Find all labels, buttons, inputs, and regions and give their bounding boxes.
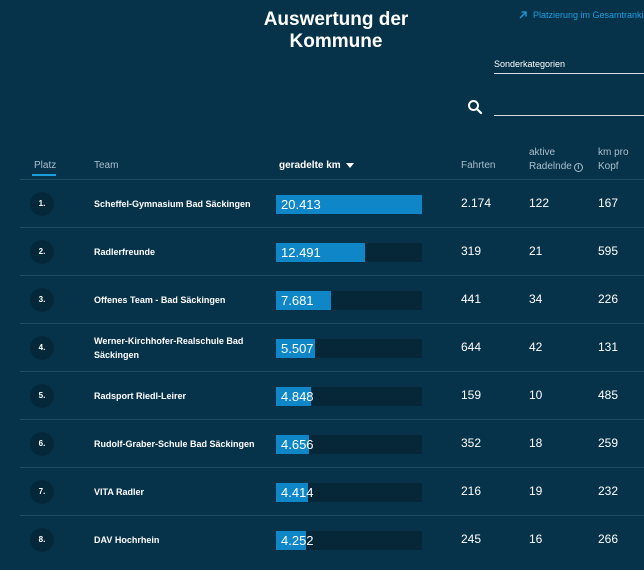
table-row[interactable]: 8. DAV Hochrhein 4.252 245 16 266 [20,515,644,563]
table-row[interactable]: 6. Rudolf-Graber-Schule Bad Säckingen 4.65… [20,419,644,467]
km-bar-fill [276,291,331,310]
column-header-kopf-line2: Kopf [598,161,619,172]
km-bar-fill [276,435,310,454]
rank-badge: 4. [30,336,54,360]
kopf-value: 131 [598,340,619,354]
overall-ranking-link-label: Platzierung im Gesamtranking [533,10,644,20]
km-value: 4.414 [281,485,314,500]
page-title: Auswertung der Kommune [263,9,409,52]
search-icon [468,100,483,115]
aktive-value: 19 [529,484,543,498]
fahrten-value: 245 [461,532,482,546]
km-bar-track: 4.848 [276,387,422,406]
column-header-km-label: geradelte km [279,160,341,171]
km-value: 4.656 [281,437,314,452]
km-bar-fill [276,531,307,550]
column-header-aktive[interactable]: aktive Radelnde i [529,146,583,174]
rank-badge: 7. [30,480,54,504]
km-value: 5.507 [281,341,314,356]
rank-badge: 3. [30,288,54,312]
km-value: 20.413 [281,197,321,212]
fahrten-value: 644 [461,340,482,354]
team-name[interactable]: Offenes Team - Bad Säckingen [94,295,226,305]
sort-down-icon [345,163,354,168]
km-value: 7.681 [281,293,314,308]
table-row[interactable]: 3. Offenes Team - Bad Säckingen 7.681 441 34… [20,275,644,323]
aktive-value: 21 [529,244,543,258]
km-bar-fill [276,195,422,214]
fahrten-value: 441 [461,292,482,306]
fahrten-value: 319 [461,244,482,258]
column-header-team[interactable]: Team [94,160,119,171]
category-select-value: Sonderkategorien [494,59,566,69]
active-sort-indicator [32,174,56,176]
fahrten-value: 216 [461,484,482,498]
kopf-value: 167 [598,196,619,210]
km-bar-fill [276,483,308,502]
kopf-value: 232 [598,484,619,498]
arrow-up-right-icon [519,11,527,19]
team-name[interactable]: VITA Radler [94,487,145,497]
kopf-value: 226 [598,292,619,306]
table-row[interactable]: 1. Scheffel-Gymnasium Bad Säckingen 20.413… [20,179,644,227]
kopf-value: 485 [598,388,619,402]
km-bar-fill [276,243,366,262]
kopf-value: 266 [598,532,619,546]
rank-badge: 5. [30,384,54,408]
table-row[interactable]: 5. Radsport Riedl-Leirer 4.848 159 10 485 [20,371,644,419]
aktive-value: 34 [529,292,543,306]
km-bar-fill [276,339,316,358]
km-bar-track: 5.507 [276,339,422,358]
km-bar-track: 7.681 [276,291,422,310]
aktive-value: 16 [529,532,543,546]
column-header-aktive-line1: aktive [529,147,556,158]
overall-ranking-link[interactable]: Platzierung im Gesamtranking [518,10,644,20]
column-header-km[interactable]: geradelte km [279,160,354,171]
table-row[interactable]: 2. Radlerfreunde 12.491 319 21 595 [20,227,644,275]
km-bar-fill [276,387,311,406]
column-header-fahrten[interactable]: Fahrten [461,160,496,171]
table-header: Platz Team geradelte km Fahrten aktive R… [0,140,644,176]
team-name[interactable]: Radsport Riedl-Leirer [94,391,187,401]
table-row[interactable]: 7. VITA Radler 4.414 216 19 232 [20,467,644,515]
info-icon[interactable]: i [573,163,583,172]
aktive-value: 10 [529,388,543,402]
km-bar-track: 4.252 [276,531,422,550]
team-name[interactable]: Rudolf-Graber-Schule Bad Säckingen [94,439,255,449]
km-bar-track: 4.414 [276,483,422,502]
kopf-value: 595 [598,244,619,258]
category-select[interactable]: Sonderkategorien [494,57,644,74]
rank-badge: 8. [30,528,54,552]
aktive-value: 122 [529,196,550,210]
team-name[interactable]: Werner-Kirchhofer-Realschule Bad Säcking… [94,336,244,360]
kopf-value: 259 [598,436,619,450]
rank-badge: 1. [30,192,54,216]
team-name[interactable]: Radlerfreunde [94,247,156,257]
aktive-value: 18 [529,436,543,450]
table-row[interactable]: 4. Werner-Kirchhofer-Realschule Bad Säcki… [20,323,644,371]
fahrten-value: 159 [461,388,482,402]
fahrten-value: 2.174 [461,196,492,210]
search-input[interactable] [494,96,644,116]
team-name[interactable]: Scheffel-Gymnasium Bad Säckingen [94,199,251,209]
team-name[interactable]: DAV Hochrhein [94,535,160,545]
column-header-aktive-line2: Radelnde [529,161,572,172]
rank-badge: 6. [30,432,54,456]
aktive-value: 42 [529,340,543,354]
column-header-platz[interactable]: Platz [34,160,57,171]
fahrten-value: 352 [461,436,482,450]
km-bar-track: 4.656 [276,435,422,454]
km-value: 4.252 [281,533,314,548]
column-header-kopf[interactable]: km pro Kopf [598,146,629,174]
km-bar-track: 20.413 [276,195,422,214]
rank-badge: 2. [30,240,54,264]
column-header-kopf-line1: km pro [598,147,629,158]
km-value: 12.491 [281,245,321,260]
km-bar-track: 12.491 [276,243,422,262]
km-value: 4.848 [281,389,314,404]
